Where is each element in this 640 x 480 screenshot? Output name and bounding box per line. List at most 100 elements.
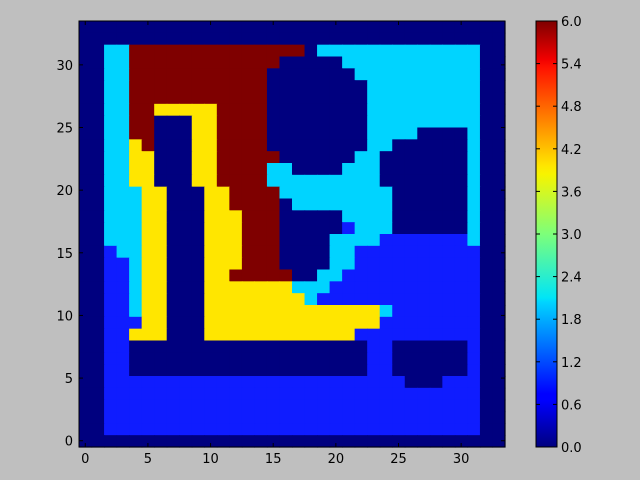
heatmap-cell — [179, 423, 193, 436]
heatmap-cell — [354, 139, 368, 152]
heatmap-cell — [342, 281, 356, 294]
heatmap-cell — [329, 411, 343, 424]
heatmap-cell — [342, 44, 356, 58]
heatmap-cell — [379, 352, 393, 365]
heatmap-cell — [292, 186, 306, 200]
heatmap-cell — [241, 328, 256, 342]
heatmap-cell — [442, 411, 456, 424]
heatmap-cell — [116, 316, 130, 330]
heatmap-cell — [292, 423, 306, 436]
heatmap-cell — [141, 435, 155, 448]
heatmap-cell — [392, 281, 406, 294]
heatmap-cell — [166, 245, 180, 259]
heatmap-cell — [379, 411, 393, 424]
heatmap-cell — [191, 210, 205, 223]
heatmap-cell — [417, 56, 431, 69]
heatmap-cell — [216, 198, 230, 211]
heatmap-cell — [166, 364, 180, 377]
heatmap-cell — [266, 115, 281, 129]
heatmap-cell — [91, 352, 105, 365]
heatmap-cell — [317, 56, 331, 69]
heatmap-cell — [229, 376, 243, 389]
heatmap-cell — [454, 281, 469, 294]
heatmap-cell — [417, 293, 431, 306]
heatmap-cell — [204, 163, 218, 176]
heatmap-cell — [317, 92, 331, 105]
heatmap-cell — [129, 68, 143, 81]
heatmap-cell — [166, 151, 180, 164]
heatmap-cell — [404, 163, 418, 176]
heatmap-cell — [379, 127, 393, 140]
heatmap-cell — [216, 127, 230, 140]
heatmap-cell — [116, 174, 130, 188]
heatmap-cell — [454, 151, 469, 164]
heatmap-cell — [392, 44, 406, 58]
heatmap-cell — [492, 151, 506, 164]
heatmap-cell — [129, 305, 143, 318]
heatmap-cell — [129, 222, 143, 235]
heatmap-cell — [317, 305, 331, 318]
heatmap-cell — [329, 163, 343, 176]
heatmap-cell — [454, 163, 469, 176]
heatmap-cell — [292, 411, 306, 424]
heatmap-cell — [304, 103, 318, 117]
heatmap-cell — [91, 103, 105, 117]
heatmap-cell — [429, 269, 443, 282]
heatmap-cell — [204, 139, 218, 152]
heatmap-cell — [216, 435, 230, 448]
heatmap-cell — [179, 32, 193, 46]
heatmap-cell — [292, 44, 306, 58]
heatmap-cell — [379, 423, 393, 436]
heatmap-cell — [354, 281, 368, 294]
heatmap-cell — [179, 115, 193, 129]
heatmap-cell — [442, 328, 456, 342]
colorbar-tick-label: 2.4 — [561, 271, 582, 286]
heatmap-cell — [367, 163, 381, 176]
heatmap-cell — [279, 44, 293, 58]
heatmap-cell — [467, 234, 481, 247]
heatmap-cell — [266, 423, 281, 436]
heatmap-cells — [79, 21, 506, 448]
heatmap-cell — [154, 92, 168, 105]
heatmap-cell — [154, 411, 168, 424]
heatmap-cell — [279, 103, 293, 117]
heatmap-cell — [417, 411, 431, 424]
heatmap-cell — [254, 21, 268, 34]
heatmap-cell — [317, 186, 331, 200]
heatmap-cell — [116, 305, 130, 318]
heatmap-cell — [379, 305, 393, 318]
heatmap-cell — [342, 328, 356, 342]
heatmap-cell — [79, 364, 93, 377]
heatmap-cell — [492, 103, 506, 117]
heatmap-cell — [392, 245, 406, 259]
heatmap-cell — [154, 186, 168, 200]
heatmap-cell — [266, 151, 281, 164]
heatmap-cell — [279, 352, 293, 365]
heatmap-cell — [129, 245, 143, 259]
heatmap-cell — [79, 293, 93, 306]
heatmap-cell — [367, 210, 381, 223]
heatmap-cell — [392, 399, 406, 413]
heatmap-cell — [104, 257, 118, 271]
heatmap-cell — [91, 281, 105, 294]
heatmap-cell — [229, 399, 243, 413]
heatmap-cell — [91, 293, 105, 306]
heatmap-cell — [342, 68, 356, 81]
heatmap-cell — [279, 399, 293, 413]
heatmap-cell — [91, 387, 105, 401]
heatmap-cell — [479, 305, 494, 318]
heatmap-cell — [342, 352, 356, 365]
heatmap-cell — [429, 222, 443, 235]
heatmap-cell — [292, 222, 306, 235]
heatmap-cell — [154, 210, 168, 223]
heatmap-cell — [479, 115, 494, 129]
heatmap-cell — [279, 115, 293, 129]
heatmap-cell — [429, 387, 443, 401]
heatmap-cell — [254, 115, 268, 129]
heatmap-cell — [141, 305, 155, 318]
heatmap-cell — [417, 399, 431, 413]
heatmap-cell — [429, 364, 443, 377]
heatmap-cell — [479, 423, 494, 436]
heatmap-cell — [91, 56, 105, 69]
